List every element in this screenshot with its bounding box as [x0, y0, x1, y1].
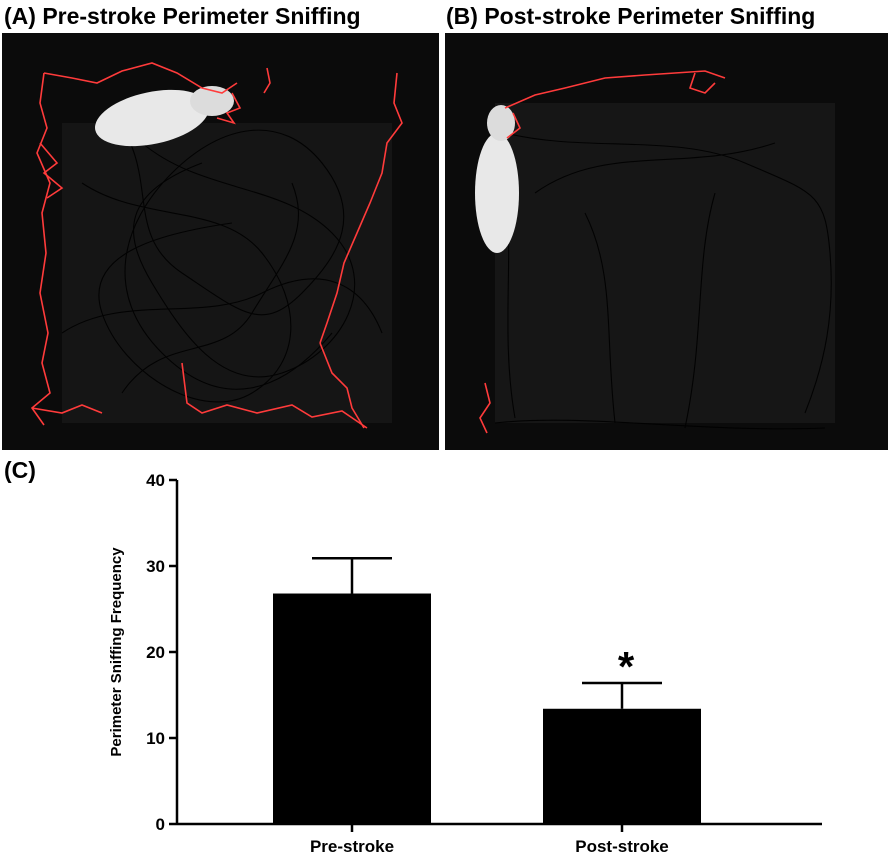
x-tick-label: Post-stroke: [575, 837, 669, 856]
y-tick-label: 20: [146, 643, 165, 662]
perimeter-sniffing-bar-chart: 0 10 20 30 40 Pre-stroke Post-stroke * Perime…: [108, 471, 822, 856]
y-tick-label: 40: [146, 471, 165, 490]
y-axis: 0 10 20 30 40: [146, 471, 179, 834]
x-axis: Pre-stroke Post-stroke: [177, 822, 822, 856]
mouse-body: [95, 89, 209, 147]
x-tick-label: Pre-stroke: [310, 837, 394, 856]
panel-c-label: (C): [4, 457, 36, 483]
y-tick-label: 0: [156, 815, 165, 834]
y-axis-label: Perimeter Sniffing Frequency: [108, 547, 125, 757]
post-stroke-arena-image: [445, 33, 888, 450]
panel-a-title: (A) Pre-stroke Perimeter Sniffing: [4, 3, 361, 29]
panel-b-title: (B) Post-stroke Perimeter Sniffing: [446, 3, 816, 29]
y-tick-label: 30: [146, 557, 165, 576]
bar-post-stroke: [543, 708, 701, 824]
bars: *: [273, 557, 701, 824]
y-tick-label: 10: [146, 729, 165, 748]
bar-pre-stroke: [273, 593, 431, 824]
pre-stroke-arena-image: [2, 33, 439, 450]
mouse-body: [475, 133, 519, 253]
significance-marker: *: [618, 643, 635, 690]
